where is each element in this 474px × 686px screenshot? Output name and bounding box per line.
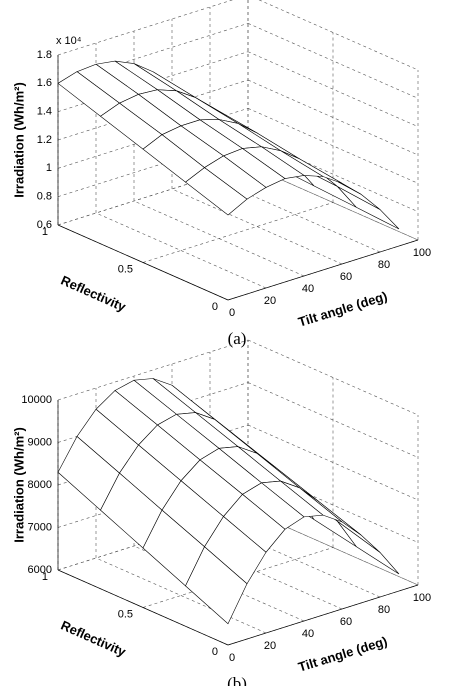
z-multiplier: x 10⁴: [56, 35, 82, 47]
z-tick-label: 10000: [21, 394, 52, 406]
z-axis-label: Irradiation (Wh/m²): [11, 82, 26, 198]
grid-line: [247, 23, 419, 99]
grid-line: [247, 108, 419, 184]
grid-line: [142, 202, 334, 263]
z-tick-label: 6000: [28, 564, 52, 576]
z-tick-label: 0.6: [37, 219, 52, 231]
caption: (a): [228, 329, 247, 348]
x-tick-label: 20: [264, 295, 276, 307]
x-tick-label: 80: [378, 604, 390, 616]
y-tick-label: 0: [212, 301, 218, 313]
grid-line: [209, 176, 381, 253]
grid-line: [247, 382, 419, 458]
z-tick-label: 1.4: [37, 106, 52, 118]
x-tick-label: 80: [378, 259, 390, 271]
x-tick-label: 60: [340, 616, 352, 628]
z-tick-label: 1.2: [37, 134, 52, 146]
y-tick-label: 1: [42, 571, 48, 583]
grid-line: [171, 188, 343, 265]
y-tick-label: 0.5: [118, 263, 133, 275]
z-tick-label: 8000: [28, 479, 52, 491]
y-tick-label: 1: [42, 226, 48, 238]
z-axis-label: Irradiation (Wh/m²): [11, 427, 26, 543]
x-tick-label: 100: [413, 247, 431, 259]
y-tick-label: 0.5: [118, 608, 133, 620]
y-axis-label: Reflectivity: [59, 618, 129, 660]
axis-line: [227, 239, 419, 301]
z-tick-label: 9000: [28, 436, 52, 448]
x-tick-label: 40: [302, 628, 314, 640]
x-tick-label: 100: [413, 592, 431, 604]
y-axis-label: Reflectivity: [59, 273, 129, 315]
grid-line: [247, 339, 419, 416]
grid-line: [247, 51, 419, 127]
x-tick-label: 0: [229, 307, 235, 319]
x-tick-label: 20: [264, 640, 276, 652]
z-tick-label: 1.6: [37, 77, 52, 89]
grid-line: [57, 0, 234, 56]
z-tick-label: 7000: [28, 521, 52, 533]
x-tick-label: 60: [340, 271, 352, 283]
surface-cell: [337, 521, 400, 575]
surface-cell: [185, 167, 248, 216]
y-tick-label: 0: [212, 646, 218, 658]
grid-line: [95, 557, 267, 634]
z-tick-label: 1.8: [37, 49, 52, 61]
x-tick-label: 0: [229, 652, 235, 664]
surface-cell: [185, 546, 248, 625]
surface-cell: [337, 186, 400, 230]
grid-line: [258, 0, 419, 71]
grid-line: [209, 521, 381, 598]
axis-line: [227, 584, 419, 646]
x-tick-label: 40: [302, 283, 314, 295]
z-tick-label: 0.8: [37, 191, 52, 203]
z-tick-label: 1: [46, 162, 52, 174]
axis-line: [57, 224, 229, 301]
grid-line: [171, 533, 343, 610]
grid-line: [247, 79, 419, 156]
caption: (b): [227, 674, 247, 686]
grid-line: [95, 212, 267, 289]
axis-line: [57, 569, 229, 646]
grid-line: [247, 424, 419, 501]
